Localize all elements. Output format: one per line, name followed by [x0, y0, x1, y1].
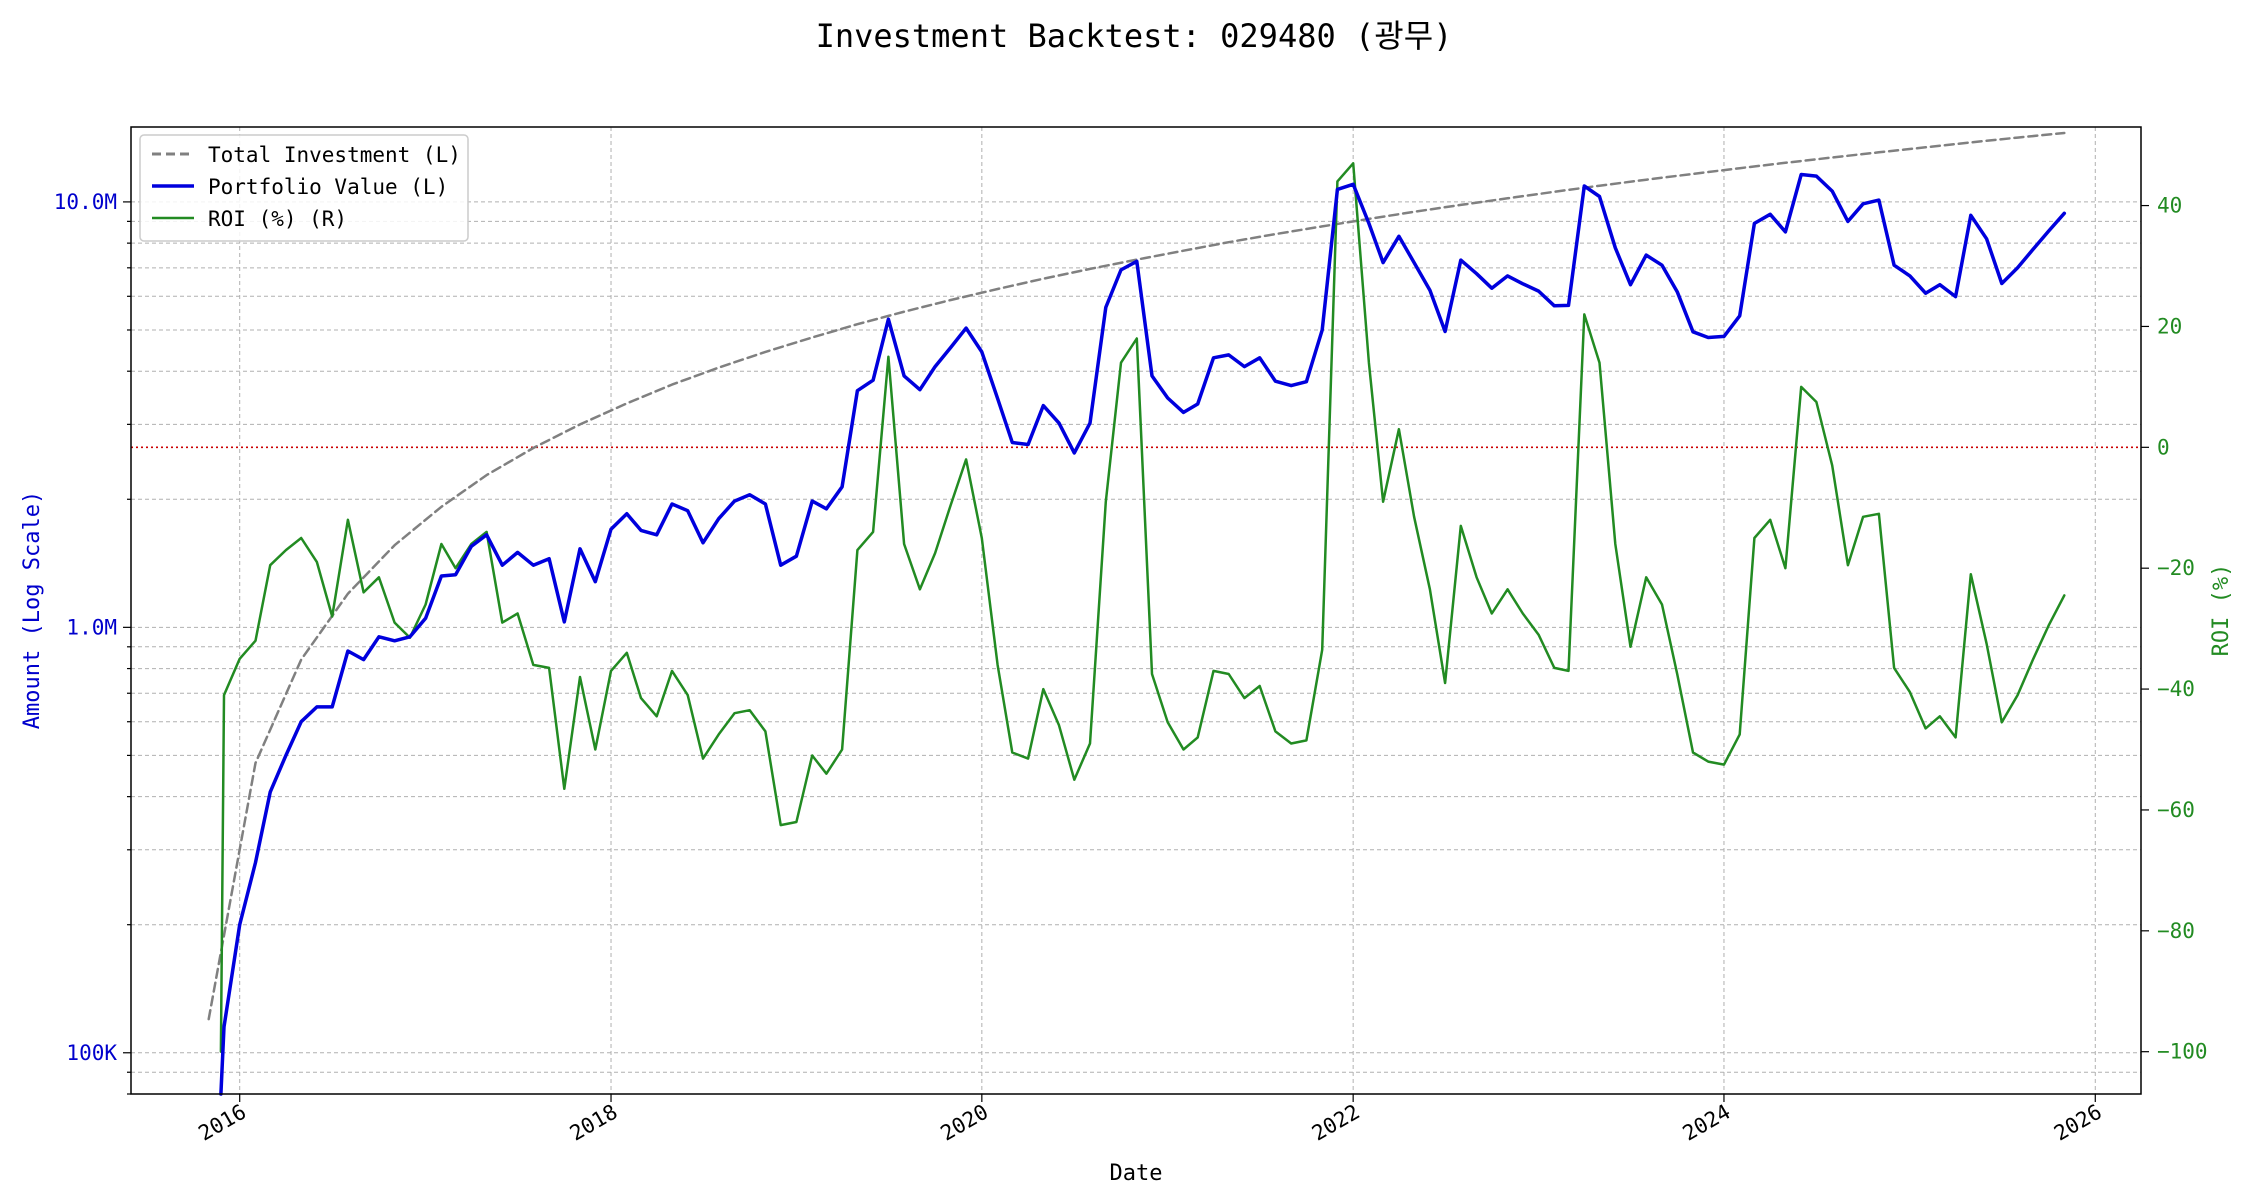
legend-box — [139, 134, 469, 242]
series-lines — [207, 131, 2067, 1096]
x-tick-label: 2018 — [566, 1100, 622, 1146]
right-tick-label: 40 — [2157, 194, 2182, 218]
left-tick-label: 100K — [66, 1041, 117, 1065]
plot-frame — [130, 126, 2142, 1095]
legend-label-roi: ROI (%) (R) — [208, 207, 347, 231]
right-tick-label: −60 — [2157, 798, 2195, 822]
chart-title: Investment Backtest: 029480 (광무) — [816, 17, 1453, 55]
x-tick-label: 2026 — [2050, 1100, 2106, 1146]
right-tick-label: −100 — [2157, 1040, 2208, 1064]
right-tick-label: 20 — [2157, 314, 2182, 338]
left-tick-label: 10.0M — [54, 190, 117, 214]
right-tick-label: −80 — [2157, 919, 2195, 943]
x-axis-title: Date — [1110, 1161, 1163, 1186]
legend-label-portfolio-value: Portfolio Value (L) — [208, 175, 448, 199]
series-line-roi-r — [219, 162, 2066, 1053]
legend: Total Investment (L) Portfolio Value (L)… — [139, 134, 469, 242]
right-tick-label: −40 — [2157, 677, 2195, 701]
x-tick-label: 2016 — [194, 1100, 250, 1146]
left-axis-ticks: 100K 1.0M 10.0M — [54, 190, 131, 1095]
x-tick-label: 2022 — [1308, 1100, 1364, 1146]
grid-lines — [131, 127, 2141, 1095]
x-tick-label: 2020 — [937, 1100, 993, 1146]
right-axis-title: ROI (%) — [2209, 564, 2234, 657]
x-axis-ticks: 2016 2018 2020 2022 2024 2026 — [194, 1094, 2106, 1146]
series-line-portfolio-value-l — [219, 172, 2067, 1096]
legend-label-total-investment: Total Investment (L) — [208, 143, 461, 167]
left-tick-label: 1.0M — [66, 615, 117, 639]
x-tick-label: 2024 — [1679, 1100, 1735, 1146]
right-axis-ticks: 40 20 0 −20 −40 −60 −80 −100 — [2141, 194, 2208, 1064]
right-tick-label: 0 — [2157, 435, 2170, 459]
right-tick-label: −20 — [2157, 556, 2195, 580]
left-axis-title: Amount (Log Scale) — [20, 491, 45, 729]
